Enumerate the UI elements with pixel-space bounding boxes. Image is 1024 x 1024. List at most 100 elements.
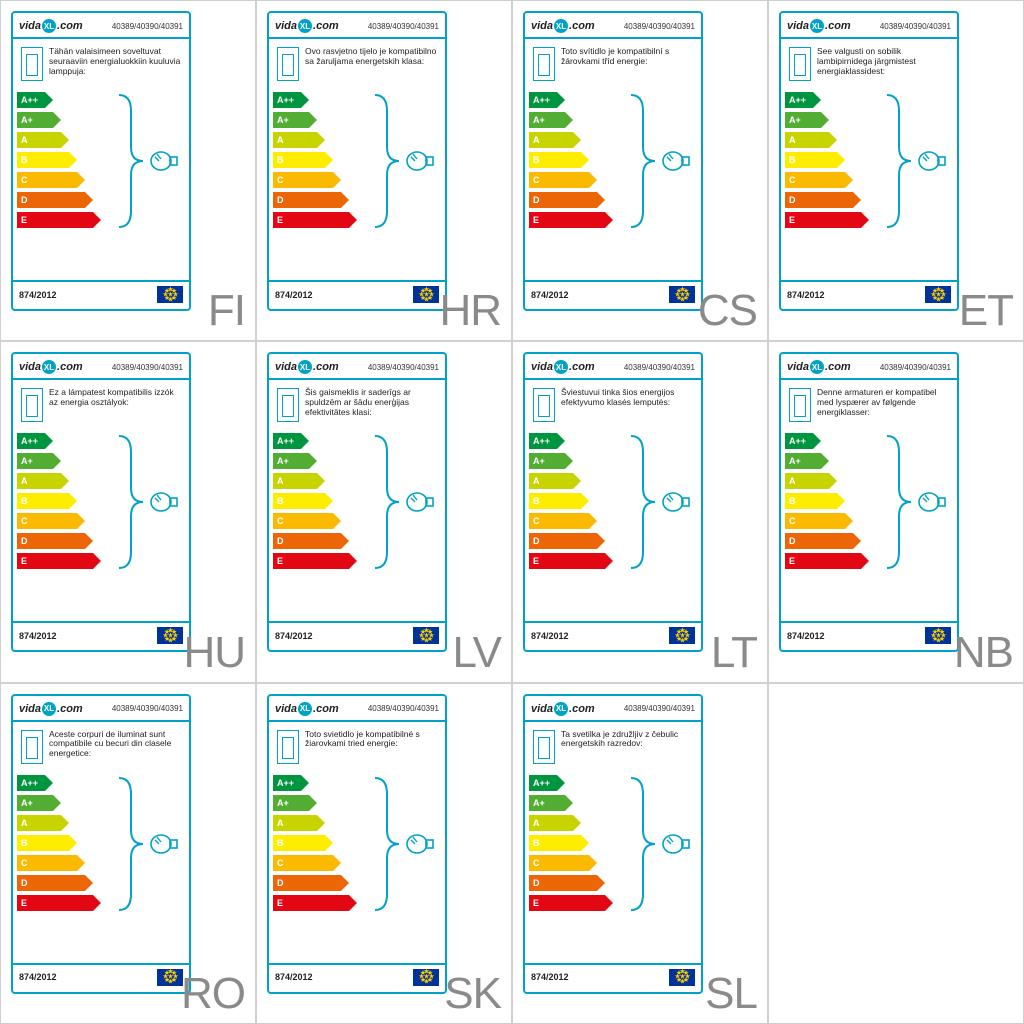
brand-prefix: vida — [275, 703, 297, 715]
card-footer: 874/2012 — [13, 621, 189, 650]
energy-class-letter: B — [277, 496, 284, 506]
eu-flag-icon — [413, 969, 439, 986]
energy-class-arrow: D — [273, 533, 341, 549]
energy-class-letter: A++ — [277, 778, 294, 788]
energy-label-card: vidaXL.com 40389/40390/40391 Tähän valai… — [11, 11, 191, 311]
energy-class-arrow: A++ — [785, 433, 813, 449]
energy-class-letter: A+ — [21, 798, 33, 808]
energy-class-letter: A — [21, 135, 28, 145]
energy-class-letter: A+ — [277, 798, 289, 808]
regulation-text: 874/2012 — [531, 972, 569, 982]
luminaire-icon — [533, 388, 555, 422]
brand-suffix: .com — [57, 20, 83, 32]
energy-class-arrow: B — [273, 835, 325, 851]
brace-bulb-svg — [365, 91, 435, 231]
energy-class-arrow: A+ — [529, 795, 565, 811]
energy-class-arrow: B — [17, 835, 69, 851]
energy-label-card: vidaXL.com 40389/40390/40391 Aceste corp… — [11, 694, 191, 994]
energy-class-arrow: D — [785, 533, 853, 549]
brand-prefix: vida — [19, 20, 41, 32]
brand-xl-icon: XL — [810, 360, 824, 374]
model-number: 40389/40390/40391 — [880, 363, 951, 372]
energy-class-letter: A — [21, 476, 28, 486]
brace-bulb-svg — [109, 432, 179, 572]
energy-class-letter: B — [277, 155, 284, 165]
brace-bulb-svg — [621, 432, 691, 572]
brand-prefix: vida — [787, 361, 809, 373]
energy-class-letter: B — [21, 155, 28, 165]
brace-bulb — [365, 432, 435, 572]
brand-suffix: .com — [313, 361, 339, 373]
luminaire-icon — [277, 47, 299, 81]
brand-xl-icon: XL — [298, 702, 312, 716]
energy-class-arrow: A — [17, 473, 61, 489]
rating-area: A++ A+ A B C D — [13, 768, 189, 963]
energy-class-letter: D — [789, 536, 796, 546]
empty-cell — [768, 683, 1024, 1024]
rating-area: A++ A+ A B C D — [269, 85, 445, 280]
regulation-text: 874/2012 — [531, 290, 569, 300]
brace-bulb-svg — [877, 432, 947, 572]
brace-bulb — [365, 91, 435, 231]
energy-class-arrow: A — [17, 132, 61, 148]
energy-class-arrow: A++ — [529, 92, 557, 108]
energy-class-arrow: B — [273, 493, 325, 509]
energy-class-letter: E — [277, 556, 283, 566]
energy-class-letter: C — [533, 858, 540, 868]
model-number: 40389/40390/40391 — [112, 363, 183, 372]
luminaire-icon — [789, 47, 811, 81]
brand-logo: vidaXL.com — [19, 702, 83, 716]
description-text: Toto svítidlo je kompatibilní s žárovkam… — [561, 47, 693, 67]
model-number: 40389/40390/40391 — [112, 22, 183, 31]
rating-area: A++ A+ A B C D — [13, 85, 189, 280]
energy-class-arrow: D — [17, 192, 85, 208]
energy-class-arrow: B — [529, 152, 581, 168]
brand-logo: vidaXL.com — [531, 702, 595, 716]
label-cell: vidaXL.com 40389/40390/40391 Šviestuvui … — [512, 341, 768, 682]
energy-class-letter: E — [21, 898, 27, 908]
luminaire-icon — [21, 730, 43, 764]
energy-class-arrow: A — [785, 132, 829, 148]
energy-class-letter: A++ — [533, 778, 550, 788]
energy-class-letter: B — [277, 838, 284, 848]
brand-logo: vidaXL.com — [19, 19, 83, 33]
rating-area: A++ A+ A B C D — [781, 426, 957, 621]
brace-bulb — [109, 774, 179, 914]
energy-class-letter: D — [533, 536, 540, 546]
brand-xl-icon: XL — [554, 702, 568, 716]
description-text: Ez a lámpatest kompatibilis izzók az ene… — [49, 388, 181, 408]
energy-class-arrow: C — [529, 513, 589, 529]
description-row: Šviestuvui tinka šios energijos efektyvu… — [525, 380, 701, 426]
energy-class-letter: D — [533, 195, 540, 205]
energy-label-card: vidaXL.com 40389/40390/40391 Šviestuvui … — [523, 352, 703, 652]
language-code: HU — [183, 628, 245, 678]
energy-class-arrow: C — [17, 172, 77, 188]
label-cell: vidaXL.com 40389/40390/40391 See valgust… — [768, 0, 1024, 341]
eu-flag-icon — [157, 969, 183, 986]
energy-class-letter: D — [789, 195, 796, 205]
energy-class-arrow: B — [273, 152, 325, 168]
energy-class-letter: E — [789, 556, 795, 566]
brand-xl-icon: XL — [42, 702, 56, 716]
energy-class-letter: A+ — [533, 456, 545, 466]
brace-bulb — [109, 432, 179, 572]
energy-class-letter: A+ — [277, 115, 289, 125]
card-footer: 874/2012 — [525, 621, 701, 650]
energy-class-letter: A+ — [533, 115, 545, 125]
energy-class-arrow: B — [529, 835, 581, 851]
card-header: vidaXL.com 40389/40390/40391 — [269, 13, 445, 39]
energy-label-card: vidaXL.com 40389/40390/40391 Ez a lámpat… — [11, 352, 191, 652]
description-row: See valgusti on sobilik lambipirnidega j… — [781, 39, 957, 85]
description-text: Aceste corpuri de iluminat sunt compatib… — [49, 730, 181, 759]
energy-class-arrow: D — [273, 875, 341, 891]
eu-flag-icon — [925, 286, 951, 303]
description-row: Ez a lámpatest kompatibilis izzók az ene… — [13, 380, 189, 426]
regulation-text: 874/2012 — [275, 631, 313, 641]
energy-class-arrow: A+ — [529, 112, 565, 128]
energy-class-letter: C — [789, 175, 796, 185]
label-cell: vidaXL.com 40389/40390/40391 Denne armat… — [768, 341, 1024, 682]
model-number: 40389/40390/40391 — [112, 704, 183, 713]
brand-xl-icon: XL — [810, 19, 824, 33]
energy-class-letter: D — [533, 878, 540, 888]
brand-xl-icon: XL — [42, 360, 56, 374]
